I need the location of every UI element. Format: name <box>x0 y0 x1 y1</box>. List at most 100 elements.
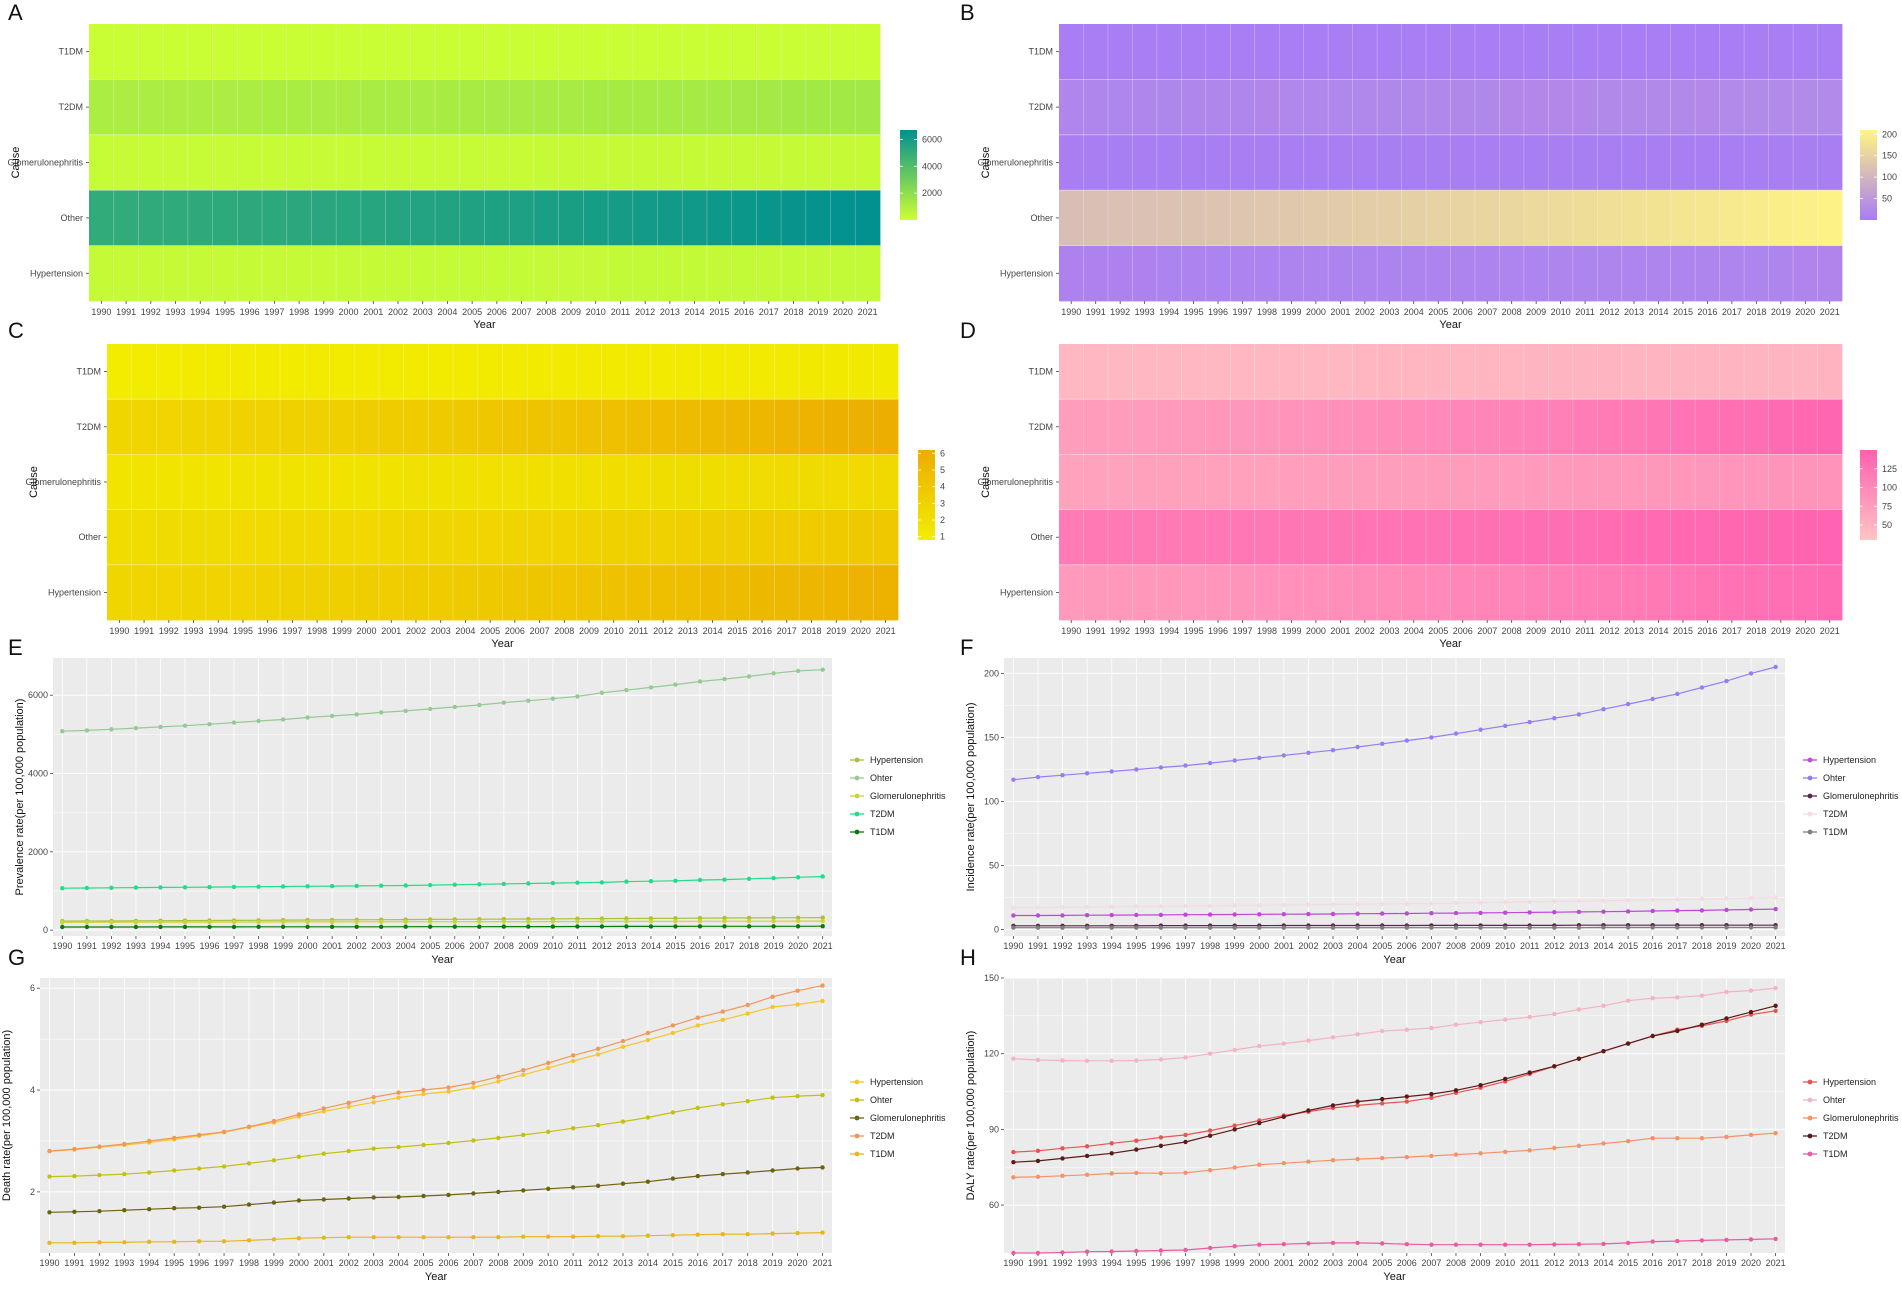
heat-cell <box>1793 79 1818 136</box>
legend-key-point <box>854 1097 860 1103</box>
x-tick-label: 2012 <box>1600 626 1620 636</box>
heat-cell <box>1377 24 1402 80</box>
x-tick-label: 2019 <box>808 307 828 317</box>
heat-cell <box>1670 564 1696 621</box>
data-point <box>1281 1114 1287 1120</box>
x-tick-label: 2010 <box>586 307 606 317</box>
heat-cell <box>873 454 899 510</box>
data-point <box>1060 1146 1065 1151</box>
data-point <box>421 1091 426 1097</box>
data-point <box>1650 1033 1655 1039</box>
data-point <box>526 919 531 924</box>
heat-cell <box>1426 24 1451 80</box>
data-point <box>47 1210 52 1215</box>
x-tick-label: 1994 <box>1159 626 1179 636</box>
heat-cell <box>799 454 825 510</box>
series-line-t2dm <box>1013 897 1776 909</box>
x-tick-label: 2008 <box>488 1258 508 1268</box>
data-point <box>1478 925 1483 930</box>
x-tick-label: 1993 <box>126 941 146 951</box>
x-tick-label: 2001 <box>314 1258 334 1268</box>
heat-cell <box>1572 79 1598 136</box>
heat-cell <box>1597 509 1623 566</box>
heat-cell <box>1107 564 1133 621</box>
heat-cell <box>1279 190 1305 246</box>
x-tick-label: 2000 <box>339 307 359 317</box>
panel-label: B <box>960 0 975 25</box>
x-tick-label: 2011 <box>1520 1258 1539 1268</box>
data-point <box>172 1206 177 1211</box>
heat-cell <box>435 190 461 246</box>
heat-cell <box>1352 245 1378 302</box>
data-point <box>1207 1128 1213 1133</box>
heat-cell <box>1670 509 1696 566</box>
heat-cell <box>1548 245 1574 302</box>
heat-cell <box>1768 454 1794 510</box>
x-tick-label: 2018 <box>783 307 803 317</box>
heat-cell <box>1401 454 1427 510</box>
data-point <box>745 1099 750 1104</box>
data-point <box>745 1232 750 1237</box>
heat-cell <box>1352 344 1378 400</box>
heat-cell <box>428 344 454 400</box>
legend-key-point <box>1807 811 1813 817</box>
data-point <box>1330 902 1336 907</box>
heat-cell <box>1793 245 1818 302</box>
heat-cell <box>1303 190 1329 246</box>
heat-cell <box>1107 79 1133 136</box>
heat-cell <box>1059 79 1084 136</box>
x-tick-label: 1999 <box>1225 941 1245 951</box>
heat-cell <box>799 344 825 400</box>
data-point <box>1429 1242 1434 1247</box>
data-point <box>575 880 580 885</box>
x-tick-label: 2002 <box>347 941 367 951</box>
data-point <box>196 1132 202 1138</box>
heat-cell <box>1719 24 1745 80</box>
data-point <box>624 924 629 929</box>
heat-cell <box>181 399 207 455</box>
x-tick-label: 2019 <box>764 941 784 951</box>
heat-cell <box>1181 564 1207 621</box>
heat-cell <box>1059 454 1084 510</box>
data-point <box>321 1106 326 1111</box>
data-point <box>471 1138 476 1143</box>
x-tick-label: 2005 <box>1372 941 1392 951</box>
x-tick-label: 1990 <box>1061 307 1081 317</box>
heat-cell <box>527 564 553 621</box>
x-tick-label: 1992 <box>1110 626 1130 636</box>
data-point <box>396 1144 401 1150</box>
heat-cell <box>1621 454 1647 510</box>
x-tick-label: 2006 <box>505 626 525 636</box>
heat-cell <box>1303 134 1329 191</box>
heat-cell <box>774 509 800 566</box>
data-point <box>1724 989 1729 995</box>
heat-cell <box>1768 24 1794 80</box>
data-point <box>1183 1247 1188 1253</box>
data-point <box>1453 1242 1459 1247</box>
heat-cell <box>311 190 337 246</box>
heat-cell <box>601 344 627 400</box>
data-point <box>1527 1070 1532 1075</box>
heat-cell <box>731 24 757 80</box>
x-tick-label: 2017 <box>1722 626 1742 636</box>
x-tick-label: 1997 <box>264 307 284 317</box>
heat-cell <box>477 344 503 400</box>
heat-cell <box>329 509 355 566</box>
x-tick-label: 2000 <box>1249 941 1269 951</box>
heat-cell <box>805 24 831 80</box>
data-point <box>403 919 408 924</box>
heat-cell <box>1254 190 1280 246</box>
data-point <box>1281 1041 1287 1046</box>
data-point <box>1601 707 1606 712</box>
heat-cell <box>1401 399 1427 455</box>
data-point <box>172 1135 177 1141</box>
heat-cell <box>1328 79 1354 136</box>
data-point <box>60 729 65 734</box>
heat-cell <box>410 245 436 302</box>
heat-cell <box>212 134 238 191</box>
heat-cell <box>805 245 831 302</box>
heat-cell <box>1132 245 1158 302</box>
legend-key-point <box>1807 1133 1813 1139</box>
data-point <box>354 924 359 929</box>
data-point <box>1429 1095 1434 1101</box>
